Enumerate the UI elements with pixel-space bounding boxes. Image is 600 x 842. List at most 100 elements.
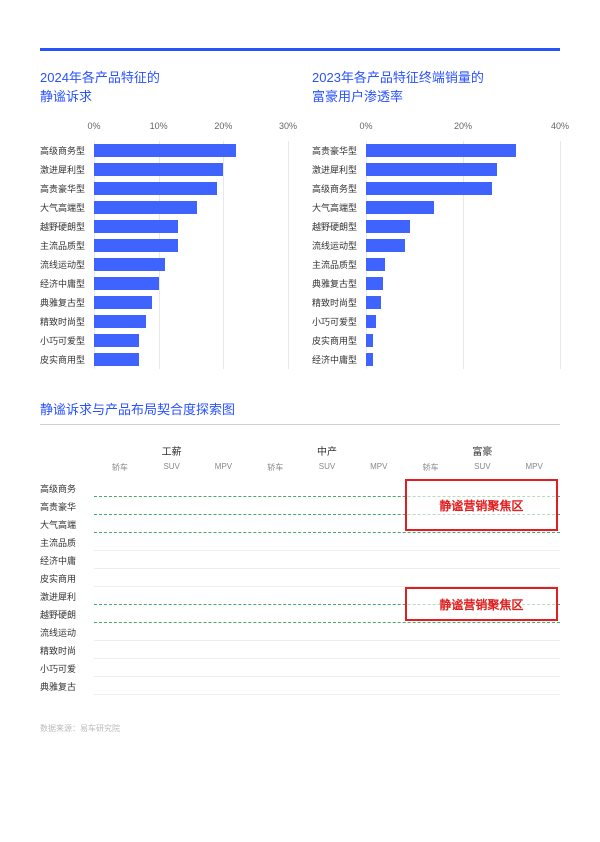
matrix-row: 精致时尚 xyxy=(40,641,560,659)
matrix-row-label: 激进犀利 xyxy=(40,590,94,603)
matrix-group-header: 工薪 xyxy=(94,443,249,458)
bar-label: 高级商务型 xyxy=(40,144,94,157)
bar-row: 主流品质型 xyxy=(312,255,560,274)
matrix-row-track xyxy=(94,659,560,677)
top-rule xyxy=(40,48,560,51)
axis-tick: 40% xyxy=(551,121,569,131)
bar-row: 典雅复古型 xyxy=(40,293,288,312)
bar-fill xyxy=(366,220,410,233)
bar-fill xyxy=(366,144,516,157)
axis-tick: 0% xyxy=(359,121,372,131)
chart-right-bars: 高贵豪华型激进犀利型高级商务型大气高端型越野硬朗型流线运动型主流品质型典雅复古型… xyxy=(312,141,560,369)
chart-left-title-l1: 2024年各产品特征的 xyxy=(40,70,160,85)
matrix-group-header: 中产 xyxy=(249,443,404,458)
bar-fill xyxy=(94,315,146,328)
bar-row: 越野硬朗型 xyxy=(312,217,560,236)
bar-fill xyxy=(366,163,497,176)
chart-left: 2024年各产品特征的 静谧诉求 0%10%20%30% 高级商务型激进犀利型高… xyxy=(40,69,288,369)
bar-fill xyxy=(366,353,373,366)
matrix-row-track xyxy=(94,623,560,641)
bar-row: 流线运动型 xyxy=(40,255,288,274)
axis-tick: 10% xyxy=(150,121,168,131)
chart-left-bars: 高级商务型激进犀利型高贵豪华型大气高端型越野硬朗型主流品质型流线运动型经济中庸型… xyxy=(40,141,288,369)
bar-label: 小巧可爱型 xyxy=(312,315,366,328)
matrix-subcol-header: MPV xyxy=(353,462,405,473)
matrix-row-track xyxy=(94,533,560,551)
bar-fill xyxy=(366,182,492,195)
focus-box: 静谧营销聚焦区 xyxy=(405,479,558,531)
bar-row: 小巧可爱型 xyxy=(40,331,288,350)
matrix-row: 典雅复古 xyxy=(40,677,560,695)
matrix-row-track xyxy=(94,677,560,695)
bar-label: 精致时尚型 xyxy=(40,315,94,328)
bar-fill xyxy=(366,277,383,290)
bar-row: 经济中庸型 xyxy=(312,350,560,369)
bar-label: 流线运动型 xyxy=(312,239,366,252)
bar-fill xyxy=(366,258,385,271)
matrix-subcol-header: 轿车 xyxy=(405,462,457,473)
bar-fill xyxy=(94,277,159,290)
matrix-row: 经济中庸 xyxy=(40,551,560,569)
bar-label: 皮实商用型 xyxy=(312,334,366,347)
charts-row: 2024年各产品特征的 静谧诉求 0%10%20%30% 高级商务型激进犀利型高… xyxy=(40,69,560,369)
axis-tick: 30% xyxy=(279,121,297,131)
bar-label: 高级商务型 xyxy=(312,182,366,195)
bar-label: 精致时尚型 xyxy=(312,296,366,309)
bar-label: 大气高端型 xyxy=(312,201,366,214)
bar-row: 越野硬朗型 xyxy=(40,217,288,236)
bar-row: 皮实商用型 xyxy=(40,350,288,369)
bar-row: 高贵豪华型 xyxy=(40,179,288,198)
matrix-row-label: 典雅复古 xyxy=(40,680,94,693)
chart-left-title-l2: 静谧诉求 xyxy=(40,89,92,104)
bar-row: 精致时尚型 xyxy=(312,293,560,312)
matrix-subcol-header: SUV xyxy=(146,462,198,473)
matrix-subcol-header: 轿车 xyxy=(94,462,146,473)
bar-label: 经济中庸型 xyxy=(40,277,94,290)
bar-row: 典雅复古型 xyxy=(312,274,560,293)
matrix-row: 皮实商用 xyxy=(40,569,560,587)
matrix-row-track xyxy=(94,551,560,569)
matrix-row-label: 小巧可爱 xyxy=(40,662,94,675)
matrix-rows: 高级商务高贵豪华大气高端主流品质经济中庸皮实商用激进犀利越野硬朗流线运动精致时尚… xyxy=(40,479,560,695)
matrix-title: 静谧诉求与产品布局契合度探索图 xyxy=(40,399,560,425)
matrix-row-label: 越野硬朗 xyxy=(40,608,94,621)
matrix-row: 小巧可爱 xyxy=(40,659,560,677)
bar-label: 流线运动型 xyxy=(40,258,94,271)
bar-fill xyxy=(366,334,373,347)
bar-label: 典雅复古型 xyxy=(312,277,366,290)
bar-row: 激进犀利型 xyxy=(40,160,288,179)
axis-tick: 20% xyxy=(214,121,232,131)
bar-fill xyxy=(94,296,152,309)
axis-tick: 20% xyxy=(454,121,472,131)
bar-fill xyxy=(94,163,223,176)
matrix-header-subcols: 轿车SUVMPV轿车SUVMPV轿车SUVMPV xyxy=(94,462,560,473)
bar-fill xyxy=(94,258,165,271)
bar-row: 精致时尚型 xyxy=(40,312,288,331)
bar-fill xyxy=(94,334,139,347)
matrix-row-label: 经济中庸 xyxy=(40,554,94,567)
chart-right-title-l2: 富豪用户渗透率 xyxy=(312,89,403,104)
chart-left-title: 2024年各产品特征的 静谧诉求 xyxy=(40,69,288,107)
matrix-subcol-header: MPV xyxy=(198,462,250,473)
bar-fill xyxy=(94,201,197,214)
bar-fill xyxy=(94,144,236,157)
matrix-row: 流线运动 xyxy=(40,623,560,641)
bar-fill xyxy=(366,315,376,328)
matrix-row-label: 高贵豪华 xyxy=(40,500,94,513)
bar-row: 大气高端型 xyxy=(312,198,560,217)
axis-tick: 0% xyxy=(87,121,100,131)
bar-fill xyxy=(94,353,139,366)
bar-row: 高级商务型 xyxy=(312,179,560,198)
matrix-row-label: 主流品质 xyxy=(40,536,94,549)
bar-row: 大气高端型 xyxy=(40,198,288,217)
chart-right-title: 2023年各产品特征终端销量的 富豪用户渗透率 xyxy=(312,69,560,107)
bar-label: 激进犀利型 xyxy=(40,163,94,176)
matrix-row: 主流品质 xyxy=(40,533,560,551)
chart-right-title-l1: 2023年各产品特征终端销量的 xyxy=(312,70,484,85)
matrix-subcol-header: 轿车 xyxy=(249,462,301,473)
bar-fill xyxy=(366,201,434,214)
bar-label: 主流品质型 xyxy=(312,258,366,271)
matrix: 工薪中产富豪 轿车SUVMPV轿车SUVMPV轿车SUVMPV 高级商务高贵豪华… xyxy=(40,443,560,695)
bar-label: 激进犀利型 xyxy=(312,163,366,176)
bar-label: 越野硬朗型 xyxy=(312,220,366,233)
